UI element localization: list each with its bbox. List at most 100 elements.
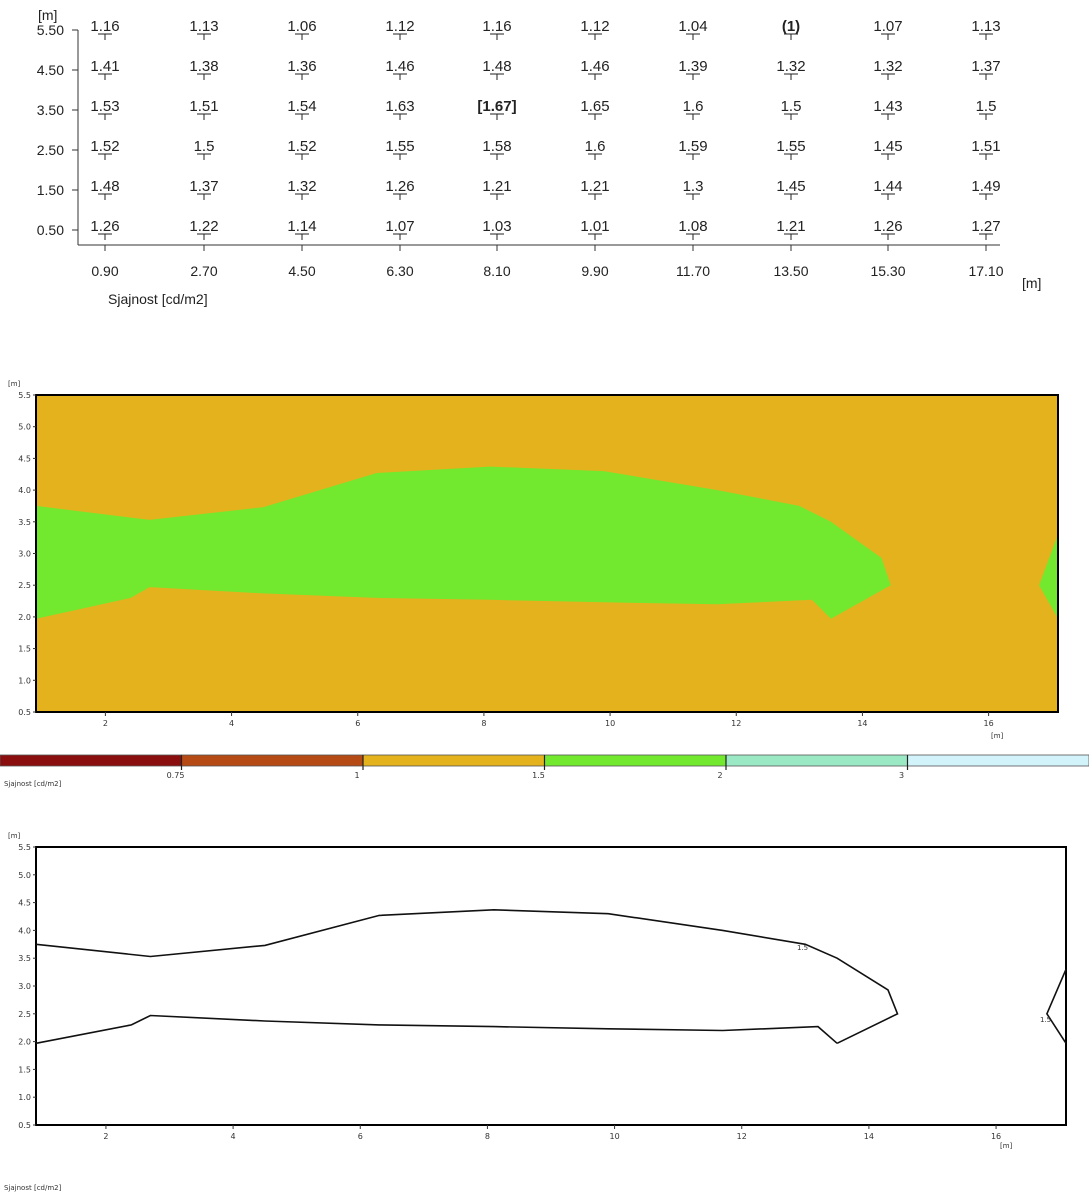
grid-y-tick-label: 2.50 [37, 142, 64, 158]
isoline-y-tick-label: 2.0 [18, 1038, 31, 1047]
isoline-right [1045, 968, 1067, 1044]
legend-label: 1 [354, 771, 359, 780]
grid-cell-value: 1.5 [976, 98, 997, 115]
isoline-y-unit: [m] [8, 832, 21, 840]
grid-cell-value: 1.04 [678, 18, 707, 35]
grid-cell-value: 1.27 [971, 218, 1000, 235]
isoline-panel: [m] 1.5 1.5 0.5 1.0 1.5 2.0 2.5 3.0 3.5 4.0 4.5 5… [4, 832, 1067, 1192]
filled-y-tick-label: 1.5 [18, 645, 31, 654]
isoline-y-tick-label: 1.0 [18, 1093, 31, 1102]
grid-cell-value: 1.13 [971, 18, 1000, 35]
filled-y-tick-label: 1.0 [18, 676, 31, 685]
legend-label: 0.75 [167, 771, 185, 780]
isoline-y-tick-label: 3.0 [18, 982, 31, 991]
grid-x-tick-label: 9.90 [581, 263, 608, 279]
grid-cell-value: 1.51 [189, 98, 218, 115]
isoline-x-tick-label: 14 [864, 1132, 874, 1141]
grid-cell-value: 1.36 [287, 58, 316, 75]
filled-y-tick-label: 2.0 [18, 613, 31, 622]
grid-cell-value: 1.32 [287, 178, 316, 195]
grid-cell-value: 1.07 [873, 18, 902, 35]
grid-y-tick-label: 0.50 [37, 222, 64, 238]
grid-cell-value: 1.03 [482, 218, 511, 235]
grid-y-tick-label: 4.50 [37, 62, 64, 78]
isoline-caption: Sjajnost [cd/m2] [4, 1184, 62, 1192]
filled-x-tick-label: 12 [731, 719, 741, 728]
grid-cell-value: 1.5 [781, 98, 802, 115]
grid-cell-value: 1.26 [90, 218, 119, 235]
isoline-x-unit: [m] [1000, 1142, 1013, 1150]
grid-x-tick-label: 11.70 [676, 263, 710, 279]
grid-cell-value: 1.21 [482, 178, 511, 195]
grid-cell-value: (1) [782, 18, 800, 35]
filled-x-tick-label: 14 [857, 719, 867, 728]
isoline-y-tick-label: 4.0 [18, 926, 31, 935]
grid-cell-value: 1.32 [776, 58, 805, 75]
grid-cell-value: 1.22 [189, 218, 218, 235]
isoline-y-tick-label: 5.0 [18, 871, 31, 880]
grid-x-tick-label: 2.70 [190, 263, 217, 279]
grid-cell-value: 1.55 [385, 138, 414, 155]
grid-cell-value: 1.54 [287, 98, 316, 115]
filled-x-unit: [m] [991, 732, 1004, 740]
grid-x-tick-label: 17.10 [968, 263, 1003, 279]
grid-cell-value: 1.3 [683, 178, 704, 195]
legend-swatch [181, 754, 364, 767]
grid-y-tick-label: 5.50 [37, 22, 64, 38]
grid-cell-value: 1.37 [189, 178, 218, 195]
legend-swatch [0, 754, 182, 767]
grid-cell-value: 1.58 [482, 138, 511, 155]
grid-cell-value: 1.52 [90, 138, 119, 155]
isoline-lower [35, 1014, 838, 1045]
grid-cell-value: 1.46 [580, 58, 609, 75]
filled-x-tick-label: 10 [605, 719, 615, 728]
grid-cell-value: 1.44 [873, 178, 902, 195]
legend-label: 1.5 [532, 771, 545, 780]
filled-x-tick-label: 8 [481, 719, 486, 728]
filled-y-tick-label: 2.5 [18, 581, 31, 590]
isoline-x-tick-label: 12 [737, 1132, 747, 1141]
isoline-x-tick-label: 8 [485, 1132, 490, 1141]
legend-swatch [907, 754, 1089, 767]
grid-x-tick-label: 8.10 [483, 263, 510, 279]
legend-label: 2 [717, 771, 722, 780]
isoline-x-tick-label: 10 [609, 1132, 619, 1141]
grid-cell-value: 1.49 [971, 178, 1000, 195]
grid-cell-value: 1.08 [678, 218, 707, 235]
grid-cell-value: 1.48 [482, 58, 511, 75]
grid-caption: Sjajnost [cd/m2] [108, 291, 208, 307]
isoline-label-upper: 1.5 [797, 944, 808, 952]
grid-cell-value: 1.41 [90, 58, 119, 75]
isoline-x-tick-label: 6 [358, 1132, 363, 1141]
grid-cell-value: 1.45 [776, 178, 805, 195]
isoline-upper [35, 908, 899, 1045]
filled-x-tick-label: 16 [984, 719, 994, 728]
isoline-x-tick-label: 16 [991, 1132, 1001, 1141]
grid-cell-value: 1.63 [385, 98, 414, 115]
grid-cell-value: 1.43 [873, 98, 902, 115]
grid-y-unit: [m] [38, 7, 57, 23]
legend-swatch [362, 754, 545, 767]
isoline-y-tick-label: 1.5 [18, 1065, 31, 1074]
grid-cell-value: 1.46 [385, 58, 414, 75]
filled-y-tick-label: 4.0 [18, 486, 31, 495]
grid-cell-value: 1.39 [678, 58, 707, 75]
grid-cell-value: 1.13 [189, 18, 218, 35]
grid-cell-value: 1.48 [90, 178, 119, 195]
grid-x-tick-label: 4.50 [288, 263, 315, 279]
grid-cell-value: 1.6 [683, 98, 704, 115]
filled-y-tick-label: 0.5 [18, 708, 31, 717]
legend-swatch [725, 754, 908, 767]
isoline-y-tick-label: 5.5 [18, 843, 31, 852]
legend-label: 3 [899, 771, 904, 780]
grid-cell-value: 1.6 [585, 138, 606, 155]
filled-y-tick-label: 5.0 [18, 423, 31, 432]
grid-x-tick-label: 13.50 [773, 263, 808, 279]
isoline-x-tick-label: 4 [231, 1132, 236, 1141]
grid-cell-value: 1.5 [194, 138, 215, 155]
isoline-plot-frame [35, 846, 1067, 1126]
grid-x-tick-label: 0.90 [91, 263, 118, 279]
grid-cell-value: 1.06 [287, 18, 316, 35]
grid-cell-value: 1.16 [90, 18, 119, 35]
